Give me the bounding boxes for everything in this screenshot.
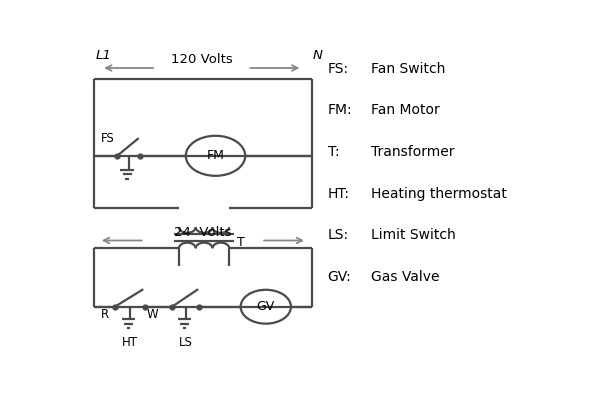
Text: L1: L1 (95, 49, 111, 62)
Text: FS: FS (101, 132, 115, 145)
Text: 24  Volts: 24 Volts (174, 226, 232, 239)
Text: Limit Switch: Limit Switch (371, 228, 455, 242)
Text: FM: FM (206, 149, 224, 162)
Text: LS:: LS: (327, 228, 349, 242)
Text: 120 Volts: 120 Volts (171, 54, 232, 66)
Text: T:: T: (327, 145, 339, 159)
Text: Gas Valve: Gas Valve (371, 270, 440, 284)
Text: T: T (237, 236, 245, 249)
Text: R: R (101, 308, 109, 321)
Text: Transformer: Transformer (371, 145, 454, 159)
Text: Heating thermostat: Heating thermostat (371, 186, 507, 201)
Text: N: N (313, 49, 322, 62)
Text: FS:: FS: (327, 62, 349, 76)
Text: HT:: HT: (327, 186, 349, 201)
Text: LS: LS (179, 336, 193, 349)
Text: W: W (147, 308, 159, 321)
Text: HT: HT (122, 336, 137, 349)
Text: Fan Motor: Fan Motor (371, 104, 440, 118)
Text: Fan Switch: Fan Switch (371, 62, 445, 76)
Text: FM:: FM: (327, 104, 352, 118)
Text: GV:: GV: (327, 270, 351, 284)
Text: GV: GV (257, 300, 275, 313)
